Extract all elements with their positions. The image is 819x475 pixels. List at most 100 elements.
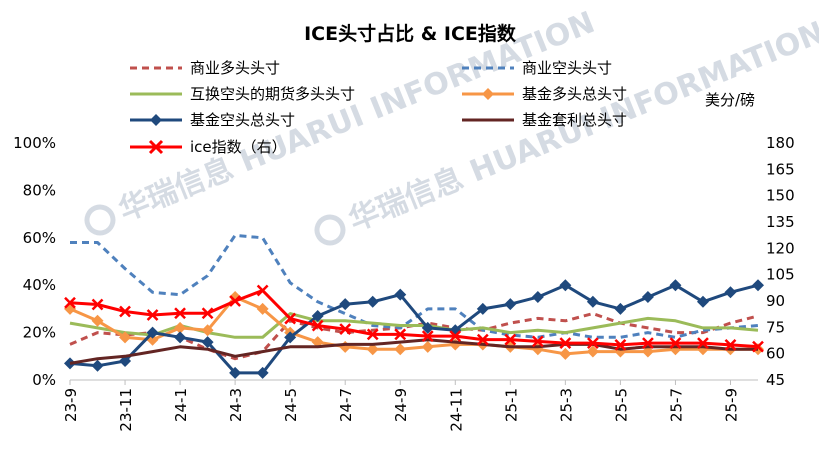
legend-item-5: 基金套利总头寸 (462, 111, 627, 129)
left-tick-label: 100% (13, 134, 56, 152)
legend-marker (148, 139, 164, 155)
series-point (449, 330, 462, 342)
series-point (614, 339, 627, 351)
series-point (669, 337, 682, 350)
series-point (366, 328, 379, 341)
series-point (339, 298, 352, 311)
series-layer (64, 233, 764, 379)
series-point (586, 337, 599, 350)
series-point (229, 366, 242, 379)
legend-item-2: 互换空头的期货多头头寸 (130, 85, 355, 103)
series-point (724, 286, 737, 299)
series-point (586, 345, 599, 358)
legend-label: 基金空头总头寸 (190, 111, 295, 129)
series-point (146, 309, 159, 321)
right-tick-label: 45 (766, 371, 785, 389)
x-tick-label: 25-1 (502, 388, 520, 422)
series-point (421, 340, 434, 353)
left-tick-label: 20% (23, 324, 56, 342)
series-point (366, 343, 379, 356)
series-line-6 (69, 289, 759, 349)
legend-label: ice指数（右） (190, 138, 287, 156)
x-tick-label: 23-11 (117, 388, 135, 432)
series-point (174, 321, 187, 334)
series-point (119, 331, 132, 344)
series-point (146, 326, 159, 339)
right-tick-label: 120 (766, 239, 795, 257)
series-point (91, 298, 104, 311)
series-point (284, 331, 297, 344)
x-tick-label: 25-3 (557, 388, 575, 422)
series-point (669, 343, 682, 356)
series-point (724, 339, 737, 351)
right-tick-label: 75 (766, 318, 785, 336)
x-tick-label: 24-11 (447, 388, 465, 432)
series-point (421, 321, 434, 334)
series-line-0 (69, 312, 759, 361)
right-axis-unit: 美分/磅 (705, 91, 755, 109)
series-point (614, 302, 627, 315)
x-tick-label: 24-1 (172, 388, 190, 422)
series-line-2 (69, 312, 759, 339)
series-point (586, 295, 599, 308)
series-point (284, 312, 297, 325)
legend-marker (482, 88, 494, 100)
legend-label: 商业空头头寸 (522, 59, 612, 77)
series-point (339, 340, 352, 353)
series-point (476, 333, 489, 346)
series-point (339, 323, 352, 335)
right-tick-label: 90 (766, 292, 785, 310)
series-point (394, 328, 407, 341)
legend-item-0: 商业多头头寸 (130, 59, 280, 77)
series-point (64, 302, 76, 315)
series-point (91, 314, 104, 327)
x-tick-label: 24-7 (337, 388, 355, 422)
chart-title: ICE头寸占比 & ICE指数 (304, 22, 517, 45)
series-line-1 (70, 233, 759, 339)
series-point (669, 279, 682, 292)
left-tick-label: 60% (23, 229, 56, 247)
series-point (559, 279, 572, 292)
series-point (256, 302, 269, 315)
series-point (201, 307, 214, 320)
series-point (311, 319, 324, 332)
series-point (256, 284, 269, 297)
legend-item-6: ice指数（右） (130, 138, 287, 156)
x-tick-label: 23-9 (62, 388, 80, 422)
legend-label: 基金多头总头寸 (522, 85, 627, 103)
series-point (394, 288, 407, 301)
left-tick-label: 40% (23, 276, 56, 294)
x-tick-label: 25-7 (667, 388, 685, 422)
legend-label: 商业多头头寸 (190, 59, 280, 77)
series-point (366, 295, 379, 308)
series-point (752, 340, 764, 353)
left-tick-label: 80% (23, 181, 56, 199)
series-point (696, 343, 709, 356)
x-tick-label: 24-9 (392, 388, 410, 422)
right-tick-label: 165 (766, 160, 795, 178)
series-point (421, 330, 434, 342)
legend-item-1: 商业空头头寸 (462, 59, 612, 77)
series-point (174, 307, 186, 320)
left-tick-label: 0% (32, 371, 56, 389)
x-tick-label: 24-3 (227, 388, 245, 422)
series-point (641, 291, 654, 304)
series-point (256, 366, 269, 379)
series-point (201, 324, 214, 337)
legend-label: 基金套利总头寸 (522, 111, 627, 129)
legend-item-4: 基金空头总头寸 (130, 111, 295, 129)
series-point (64, 357, 76, 370)
series-point (642, 337, 654, 350)
legend-item-3: 基金多头总头寸 (462, 85, 627, 103)
series-point (476, 302, 489, 315)
right-tick-label: 105 (766, 266, 795, 284)
right-tick-label: 135 (766, 213, 795, 231)
series-point (394, 343, 407, 356)
series-point (201, 336, 214, 349)
series-point (697, 337, 709, 350)
x-tick-label: 25-5 (612, 388, 630, 422)
series-point (531, 291, 544, 304)
series-point (559, 347, 572, 360)
series-point (752, 279, 764, 292)
right-tick-label: 150 (766, 187, 795, 205)
